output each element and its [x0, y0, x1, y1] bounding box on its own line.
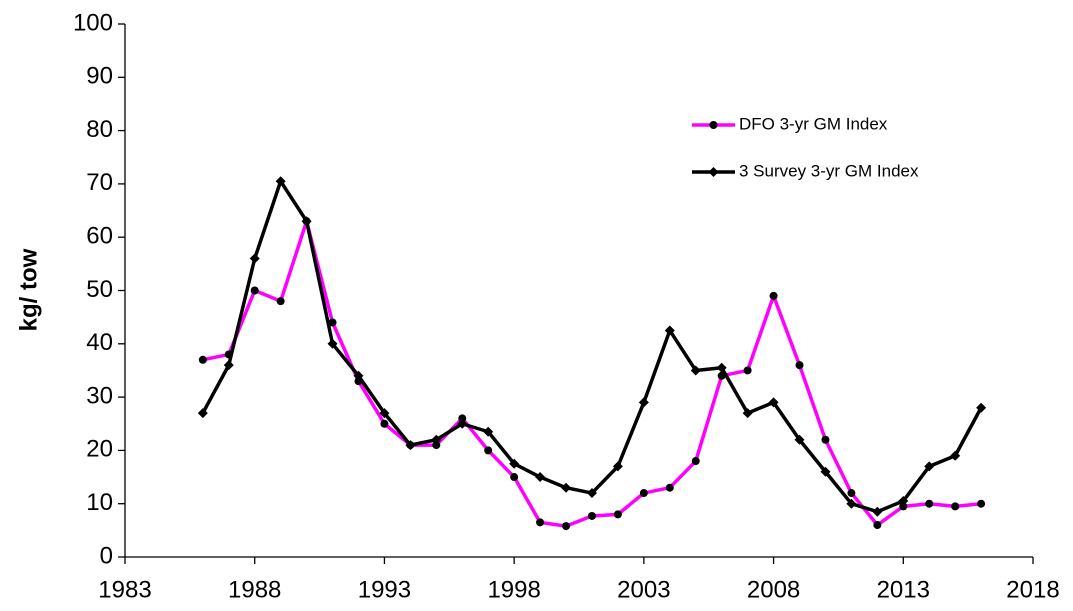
- legend-label: 3 Survey 3-yr GM Index: [739, 161, 919, 180]
- marker: [821, 435, 830, 444]
- x-tick-label: 2013: [877, 576, 930, 603]
- marker: [353, 370, 364, 381]
- x-tick-label: 1983: [98, 576, 151, 603]
- marker: [925, 499, 934, 508]
- marker: [535, 472, 546, 483]
- marker: [458, 414, 467, 423]
- x-tick-label: 1988: [228, 576, 281, 603]
- marker: [484, 446, 493, 455]
- marker: [275, 176, 286, 187]
- marker: [976, 402, 987, 413]
- marker: [223, 360, 234, 371]
- x-tick-label: 2008: [747, 576, 800, 603]
- y-tick-label: 80: [86, 116, 113, 143]
- marker: [708, 167, 719, 177]
- y-tick-label: 70: [86, 169, 113, 196]
- marker: [250, 286, 259, 295]
- marker: [510, 473, 519, 482]
- marker: [951, 502, 960, 511]
- y-tick-label: 40: [86, 329, 113, 356]
- marker: [586, 488, 597, 499]
- marker: [197, 408, 208, 419]
- marker: [794, 434, 805, 445]
- marker: [899, 502, 908, 511]
- marker: [405, 440, 416, 451]
- x-tick-label: 1998: [487, 576, 540, 603]
- marker: [691, 457, 700, 466]
- series-line: [202, 219, 982, 528]
- marker: [665, 483, 674, 492]
- marker: [509, 458, 520, 469]
- marker: [924, 461, 935, 472]
- y-tick-label: 30: [86, 382, 113, 409]
- marker: [613, 510, 622, 519]
- marker: [536, 518, 545, 527]
- marker: [328, 318, 337, 327]
- marker: [872, 506, 883, 517]
- marker: [795, 361, 804, 370]
- marker: [768, 397, 779, 408]
- marker: [483, 426, 494, 437]
- marker: [820, 466, 831, 477]
- marker: [664, 325, 675, 336]
- y-tick-label: 90: [86, 63, 113, 90]
- marker: [612, 461, 623, 472]
- marker: [846, 498, 857, 509]
- y-tick-label: 0: [100, 542, 113, 569]
- marker: [457, 418, 468, 429]
- marker: [716, 362, 727, 373]
- y-tick-label: 20: [86, 436, 113, 463]
- legend-label: DFO 3-yr GM Index: [739, 114, 888, 133]
- marker: [743, 366, 752, 375]
- marker: [690, 365, 701, 376]
- marker: [742, 408, 753, 419]
- x-tick-label: 2003: [617, 576, 670, 603]
- y-axis-label: kg/ tow: [15, 248, 42, 331]
- marker: [847, 489, 856, 498]
- marker: [709, 121, 718, 129]
- x-tick-label: 2018: [1006, 576, 1059, 603]
- marker: [432, 441, 441, 450]
- marker: [898, 496, 909, 507]
- y-tick-label: 10: [86, 489, 113, 516]
- marker: [249, 253, 260, 264]
- marker: [769, 291, 778, 300]
- y-tick-label: 100: [73, 9, 113, 36]
- marker: [276, 297, 285, 306]
- y-tick-label: 60: [86, 223, 113, 250]
- marker: [950, 450, 961, 461]
- marker: [587, 511, 596, 520]
- marker: [198, 355, 207, 364]
- marker: [431, 434, 442, 445]
- marker: [327, 338, 338, 349]
- marker: [977, 499, 986, 508]
- series-line: [201, 179, 983, 514]
- marker: [301, 216, 312, 227]
- marker: [561, 482, 572, 493]
- marker: [562, 522, 571, 531]
- marker: [639, 489, 648, 498]
- marker: [380, 419, 389, 428]
- x-tick-label: 1993: [358, 576, 411, 603]
- marker: [873, 521, 882, 530]
- y-tick-label: 50: [86, 276, 113, 303]
- marker: [379, 408, 390, 419]
- marker: [638, 397, 649, 408]
